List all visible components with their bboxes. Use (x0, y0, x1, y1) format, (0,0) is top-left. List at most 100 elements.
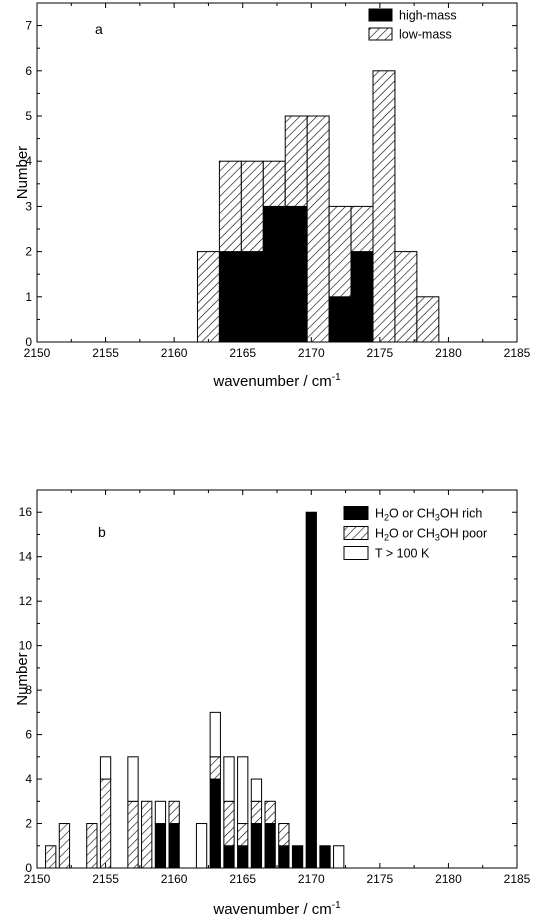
bar-solid-2172.1 (328, 296, 352, 343)
bar-solid-2160 (168, 823, 180, 869)
bar-hatched-2163 (209, 756, 221, 780)
y-axis-label: Number (14, 652, 31, 705)
x-axis-label-sup: -1 (332, 372, 341, 383)
bar-hatched-2170.5 (306, 115, 330, 343)
bar-solid-2159 (154, 823, 167, 869)
bar-solid-2173.7 (350, 251, 374, 343)
bar-solid-2164.1 (218, 251, 242, 343)
bar-hatched-2160 (168, 800, 180, 825)
y-tick-label: 6 (25, 64, 32, 78)
bar-open-2162 (195, 823, 208, 869)
y-tick-label: 6 (25, 728, 32, 742)
x-tick-label: 2165 (229, 346, 256, 360)
bar-open-2172 (333, 845, 345, 869)
legend: high-mass low-mass (368, 8, 457, 42)
y-tick-label: 8 (25, 683, 32, 697)
legend-label: high-mass (399, 9, 457, 23)
legend-label-text: OH poor (440, 527, 487, 541)
legend-label: H2O or CH3OH rich (375, 507, 482, 523)
x-tick-label: 2180 (435, 872, 462, 886)
x-tick-label: 2170 (298, 346, 325, 360)
y-tick-label: 1 (25, 290, 32, 304)
bar-solid-2166 (250, 823, 263, 869)
bar-hatched-2157 (127, 800, 139, 869)
x-tick-label: 2155 (92, 346, 119, 360)
y-tick-label: 12 (19, 594, 33, 608)
legend-swatch-hatched (368, 27, 393, 41)
bar-hatched-2167 (264, 800, 276, 825)
bar-hatched-2172.1 (328, 205, 352, 298)
x-tick-label: 2150 (24, 346, 51, 360)
panel-label: a (95, 21, 103, 37)
x-tick-label: 2160 (161, 346, 188, 360)
legend-swatch-solid (368, 8, 393, 22)
y-tick-label: 4 (25, 772, 32, 786)
x-axis-label-main: wavenumber / cm (212, 901, 331, 918)
y-tick-label: 2 (25, 245, 32, 259)
panel-label: b (98, 524, 106, 540)
x-tick-label: 2155 (92, 872, 119, 886)
legend-swatch-hatched (343, 526, 369, 540)
bar-solid-2167 (264, 823, 276, 869)
x-tick-label: 2185 (504, 346, 531, 360)
bar-hatched-2164.1 (218, 160, 242, 253)
bar-solid-2168 (278, 845, 290, 869)
y-tick-label: 5 (25, 109, 32, 123)
x-tick-label: 2160 (161, 872, 188, 886)
x-tick-label: 2150 (24, 872, 51, 886)
bar-hatched-2168 (278, 823, 290, 847)
bar-hatched-2158 (141, 800, 153, 869)
x-tick-label: 2175 (367, 872, 394, 886)
bar-hatched-2166 (250, 800, 263, 825)
bar-solid-2168.9 (284, 205, 308, 343)
x-axis-label: wavenumber / cm-1 (212, 372, 341, 390)
legend-label-text: T > 100 K (375, 547, 430, 561)
y-tick-label: 7 (25, 19, 32, 33)
y-tick-label: 0 (25, 861, 32, 875)
legend-label: T > 100 K (375, 547, 430, 561)
legend-label-subscript: 2 (384, 513, 389, 523)
bar-open-2164 (223, 756, 235, 802)
legend-label-subscript: 3 (435, 533, 440, 543)
legend-label: H2O or CH3OH poor (375, 527, 487, 543)
bar-solid-2167.3 (262, 205, 286, 343)
legend-label-text: O or CH (389, 527, 435, 541)
x-tick-label: 2165 (229, 872, 256, 886)
y-tick-label: 16 (19, 505, 33, 519)
bar-hatched-2175.3 (372, 70, 396, 343)
bar-hatched-2173.7 (350, 205, 374, 253)
y-tick-label: 2 (25, 817, 32, 831)
bar-hatched-2178.5 (416, 296, 440, 343)
y-tick-label: 10 (19, 639, 33, 653)
bar-hatched-2176.9 (394, 251, 418, 343)
x-axis-label-main: wavenumber / cm (212, 373, 331, 390)
bar-hatched-2152 (58, 823, 71, 869)
bar-open-2159 (154, 800, 167, 825)
bar-open-2166 (250, 778, 263, 802)
bar-hatched-2162.5 (196, 251, 220, 343)
bar-hatched-2165 (237, 823, 249, 847)
legend-swatch-solid (343, 506, 369, 520)
bar-solid-2170 (305, 511, 317, 869)
y-tick-label: 4 (25, 154, 32, 168)
bar-hatched-2155 (99, 778, 112, 869)
bar-hatched-2165.7 (240, 160, 264, 253)
legend-swatch-open (343, 546, 369, 560)
x-tick-label: 2180 (435, 346, 462, 360)
bar-solid-2165.7 (240, 251, 264, 343)
bar-hatched-2154 (86, 823, 98, 869)
chart-panel-a: 2150 2155 2160 2165 2170 2175 2180 2185 0 1 2 3 4 5 6 7… (14, 2, 531, 390)
bar-solid-2163 (209, 778, 221, 869)
bar-open-2157 (127, 756, 139, 802)
legend-label-text: H (375, 507, 384, 521)
legend-label-text: OH rich (440, 507, 482, 521)
legend-label-text: H (375, 527, 384, 541)
legend-label-text: O or CH (389, 507, 435, 521)
chart-panel-b: 2150 2155 2160 2165 2170 2175 2180 2185 0 2 4 6 8 10 1… (14, 489, 531, 918)
bar-open-2163 (209, 711, 221, 758)
bar-open-2165 (237, 756, 249, 825)
y-tick-label: 14 (19, 550, 33, 564)
y-tick-label: 0 (25, 335, 32, 349)
